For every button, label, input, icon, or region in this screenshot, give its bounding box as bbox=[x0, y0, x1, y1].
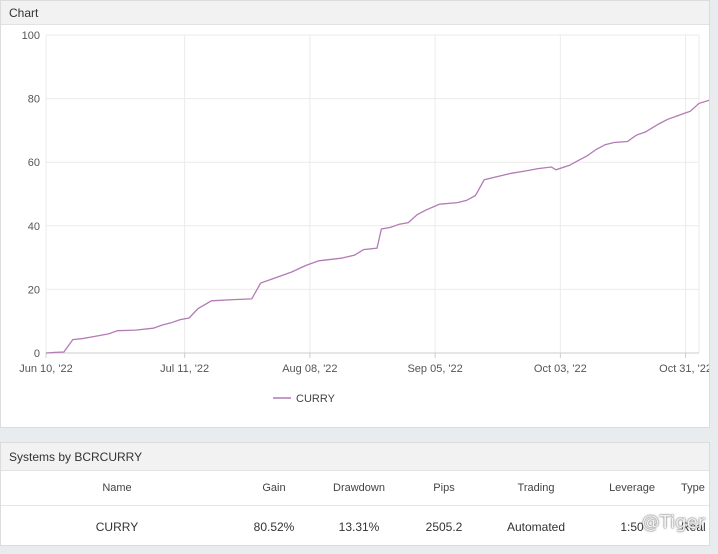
col-header-leverage[interactable]: Leverage bbox=[587, 471, 677, 506]
x-tick-label: Oct 03, '22 bbox=[534, 363, 587, 375]
system-pips: 2505.2 bbox=[425, 520, 463, 534]
x-tick-label: Sep 05, '22 bbox=[407, 363, 462, 375]
col-header-pips[interactable]: Pips bbox=[403, 471, 485, 506]
col-header-drawdown[interactable]: Drawdown bbox=[315, 471, 403, 506]
col-header-trading[interactable]: Trading bbox=[485, 471, 587, 506]
y-tick-label: 0 bbox=[34, 348, 40, 360]
systems-panel: Systems by BCRCURRY Name Gain Drawdown P… bbox=[0, 442, 710, 546]
y-tick-label: 80 bbox=[28, 94, 40, 106]
series-line-curry bbox=[45, 99, 709, 354]
chart-panel-title: Chart bbox=[1, 1, 709, 25]
chart-panel: Chart 0 20 40 60 80 100 Jun 10, '22 Jul 11, '22… bbox=[0, 0, 710, 428]
x-tick-label: Oct 31, '22 bbox=[659, 363, 709, 375]
system-trading: Automated bbox=[506, 520, 566, 534]
y-tick-label: 20 bbox=[28, 284, 40, 296]
y-tick-label: 40 bbox=[28, 221, 40, 233]
system-type: Real bbox=[681, 520, 706, 534]
legend-label: CURRY bbox=[296, 393, 336, 405]
systems-table: Name Gain Drawdown Pips Trading Leverage… bbox=[1, 471, 709, 548]
systems-table-header: Name Gain Drawdown Pips Trading Leverage… bbox=[1, 471, 709, 506]
x-tick-label: Jun 10, '22 bbox=[19, 363, 72, 375]
x-tick-label: Aug 08, '22 bbox=[282, 363, 337, 375]
system-leverage: 1:50 bbox=[620, 520, 644, 534]
system-gain: 80.52% bbox=[253, 520, 295, 534]
systems-panel-title: Systems by BCRCURRY bbox=[1, 443, 709, 471]
col-header-name[interactable]: Name bbox=[1, 471, 233, 506]
y-tick-label: 100 bbox=[22, 30, 40, 42]
growth-chart: 0 20 40 60 80 100 Jun 10, '22 Jul 11, '22 Aug 08… bbox=[19, 30, 709, 405]
system-drawdown: 13.31% bbox=[338, 520, 380, 534]
watermark-text: @Tiger bbox=[641, 512, 705, 533]
table-row[interactable]: CURRY 80.52% 13.31% 2505.2 Automated 1:5… bbox=[1, 506, 709, 549]
col-header-type[interactable]: Type bbox=[677, 471, 709, 506]
system-name-link[interactable]: CURRY bbox=[95, 520, 139, 534]
x-tick-label: Jul 11, '22 bbox=[160, 363, 209, 375]
y-tick-label: 60 bbox=[28, 157, 40, 169]
col-header-gain[interactable]: Gain bbox=[233, 471, 315, 506]
